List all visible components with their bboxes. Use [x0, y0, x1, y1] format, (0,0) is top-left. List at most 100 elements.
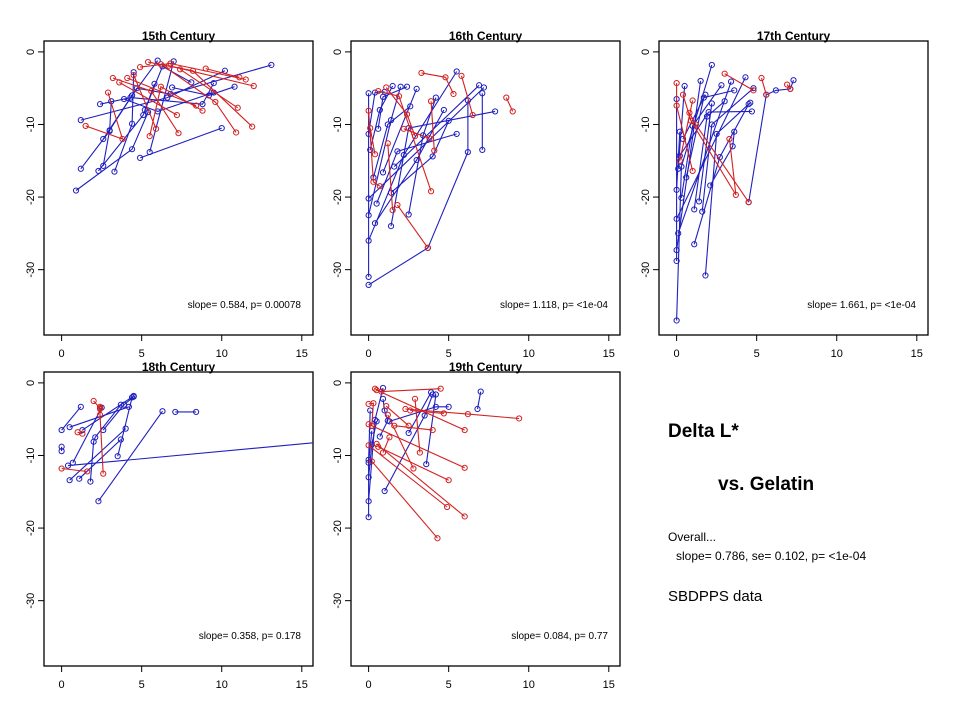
data-point-red — [434, 535, 441, 542]
y-tick-label: 0 — [332, 380, 344, 386]
data-point-red — [389, 207, 396, 214]
data-point-red — [726, 135, 733, 143]
series-line-blue — [377, 86, 408, 129]
data-point-red — [464, 411, 471, 418]
slope-annotation: slope= 0.358, p= 0.178 — [199, 631, 302, 642]
data-point-red — [787, 85, 794, 93]
data-point-blue — [66, 477, 73, 484]
series-line-red — [179, 68, 239, 109]
data-point-blue — [367, 146, 374, 153]
data-point-red — [148, 87, 155, 95]
data-point-red — [384, 140, 391, 147]
data-point-blue — [159, 408, 166, 415]
data-point-blue — [432, 94, 439, 101]
data-point-blue — [479, 90, 486, 97]
data-point-red — [96, 403, 104, 410]
series-line-red — [160, 63, 237, 133]
data-series — [58, 392, 313, 505]
data-point-blue — [772, 87, 779, 94]
data-point-red — [509, 108, 516, 115]
data-point-blue — [128, 120, 136, 127]
data-point-blue — [218, 125, 225, 132]
data-point-red — [503, 94, 510, 101]
data-point-blue — [164, 94, 171, 101]
data-point-red — [429, 426, 436, 434]
figure-subtitle: vs. Gelatin — [718, 474, 815, 495]
x-tick-label: 5 — [754, 348, 760, 360]
data-point-blue — [391, 163, 398, 170]
series-line-red — [368, 444, 448, 508]
y-tick-label: 0 — [25, 380, 37, 386]
panel-1: 15th Century 0 5 10 15 0 -10 -20 -30 slope= 0.584… — [25, 29, 314, 360]
x-tick-label: 0 — [366, 348, 372, 360]
data-point-blue — [673, 257, 680, 265]
data-point-blue — [365, 273, 372, 281]
series-line-red — [369, 128, 376, 155]
panel-title: 15th Century — [142, 29, 216, 43]
data-point-blue — [365, 237, 372, 244]
data-point-red — [745, 199, 752, 206]
data-point-blue — [100, 162, 107, 169]
series-line-blue — [676, 77, 746, 220]
x-tick-label: 10 — [216, 348, 228, 360]
data-point-red — [391, 422, 398, 429]
series-line-blue — [676, 131, 681, 190]
data-point-red — [368, 422, 375, 429]
data-point-blue — [673, 317, 680, 324]
data-point-blue — [748, 108, 755, 115]
data-point-blue — [136, 154, 144, 161]
data-point-blue — [379, 384, 387, 392]
data-point-blue — [92, 434, 99, 441]
data-point-blue — [718, 82, 725, 89]
series-line-blue — [425, 394, 437, 465]
data-point-blue — [453, 130, 460, 138]
data-point-blue — [691, 241, 698, 248]
data-point-red — [79, 430, 86, 437]
panel-title: 17th Century — [757, 29, 831, 43]
series-line-red — [724, 73, 754, 91]
data-point-blue — [379, 169, 387, 176]
data-point-blue — [705, 109, 712, 116]
data-point-red — [516, 415, 523, 422]
series-line-blue — [748, 80, 795, 203]
x-tick-label: 15 — [603, 348, 615, 360]
data-point-blue — [432, 403, 439, 410]
data-point-blue — [365, 195, 372, 202]
panel-5: 19th Century 0 5 10 15 0 -10 -20 -30 slope= 0.084… — [332, 360, 621, 691]
data-point-blue — [440, 106, 447, 114]
data-point-red — [136, 64, 144, 71]
data-point-blue — [231, 83, 238, 90]
series-line-red — [371, 460, 438, 539]
data-point-red — [370, 178, 377, 185]
series-line-blue — [123, 91, 214, 112]
data-point-red — [177, 66, 184, 73]
data-point-red — [242, 76, 249, 83]
data-point-blue — [477, 388, 484, 395]
data-point-blue — [464, 148, 471, 156]
overall-stats: slope= 0.786, se= 0.102, p= <1e-04 — [676, 549, 867, 563]
data-point-blue — [96, 101, 104, 108]
data-point-blue — [673, 215, 680, 222]
data-point-blue — [691, 206, 698, 213]
data-point-red — [443, 503, 451, 511]
data-point-blue — [365, 90, 372, 97]
data-point-red — [379, 449, 387, 456]
x-tick-label: 15 — [603, 679, 615, 691]
slope-annotation: slope= 1.661, p= <1e-04 — [807, 300, 916, 311]
data-point-red — [721, 70, 728, 77]
data-point-blue — [432, 391, 439, 398]
data-point-blue — [790, 77, 797, 84]
y-tick-label: -20 — [25, 189, 37, 205]
data-point-blue — [373, 200, 380, 207]
data-point-blue — [130, 69, 137, 76]
data-point-blue — [114, 453, 121, 460]
data-point-blue — [702, 91, 709, 98]
plot-frame — [658, 40, 929, 336]
plot-frame — [43, 40, 314, 336]
series-line-red — [385, 87, 416, 137]
data-point-red — [426, 135, 433, 142]
series-line-blue — [682, 94, 706, 140]
series-line-red — [61, 467, 88, 473]
y-tick-label: -30 — [332, 262, 344, 278]
series-line-red — [394, 425, 433, 431]
